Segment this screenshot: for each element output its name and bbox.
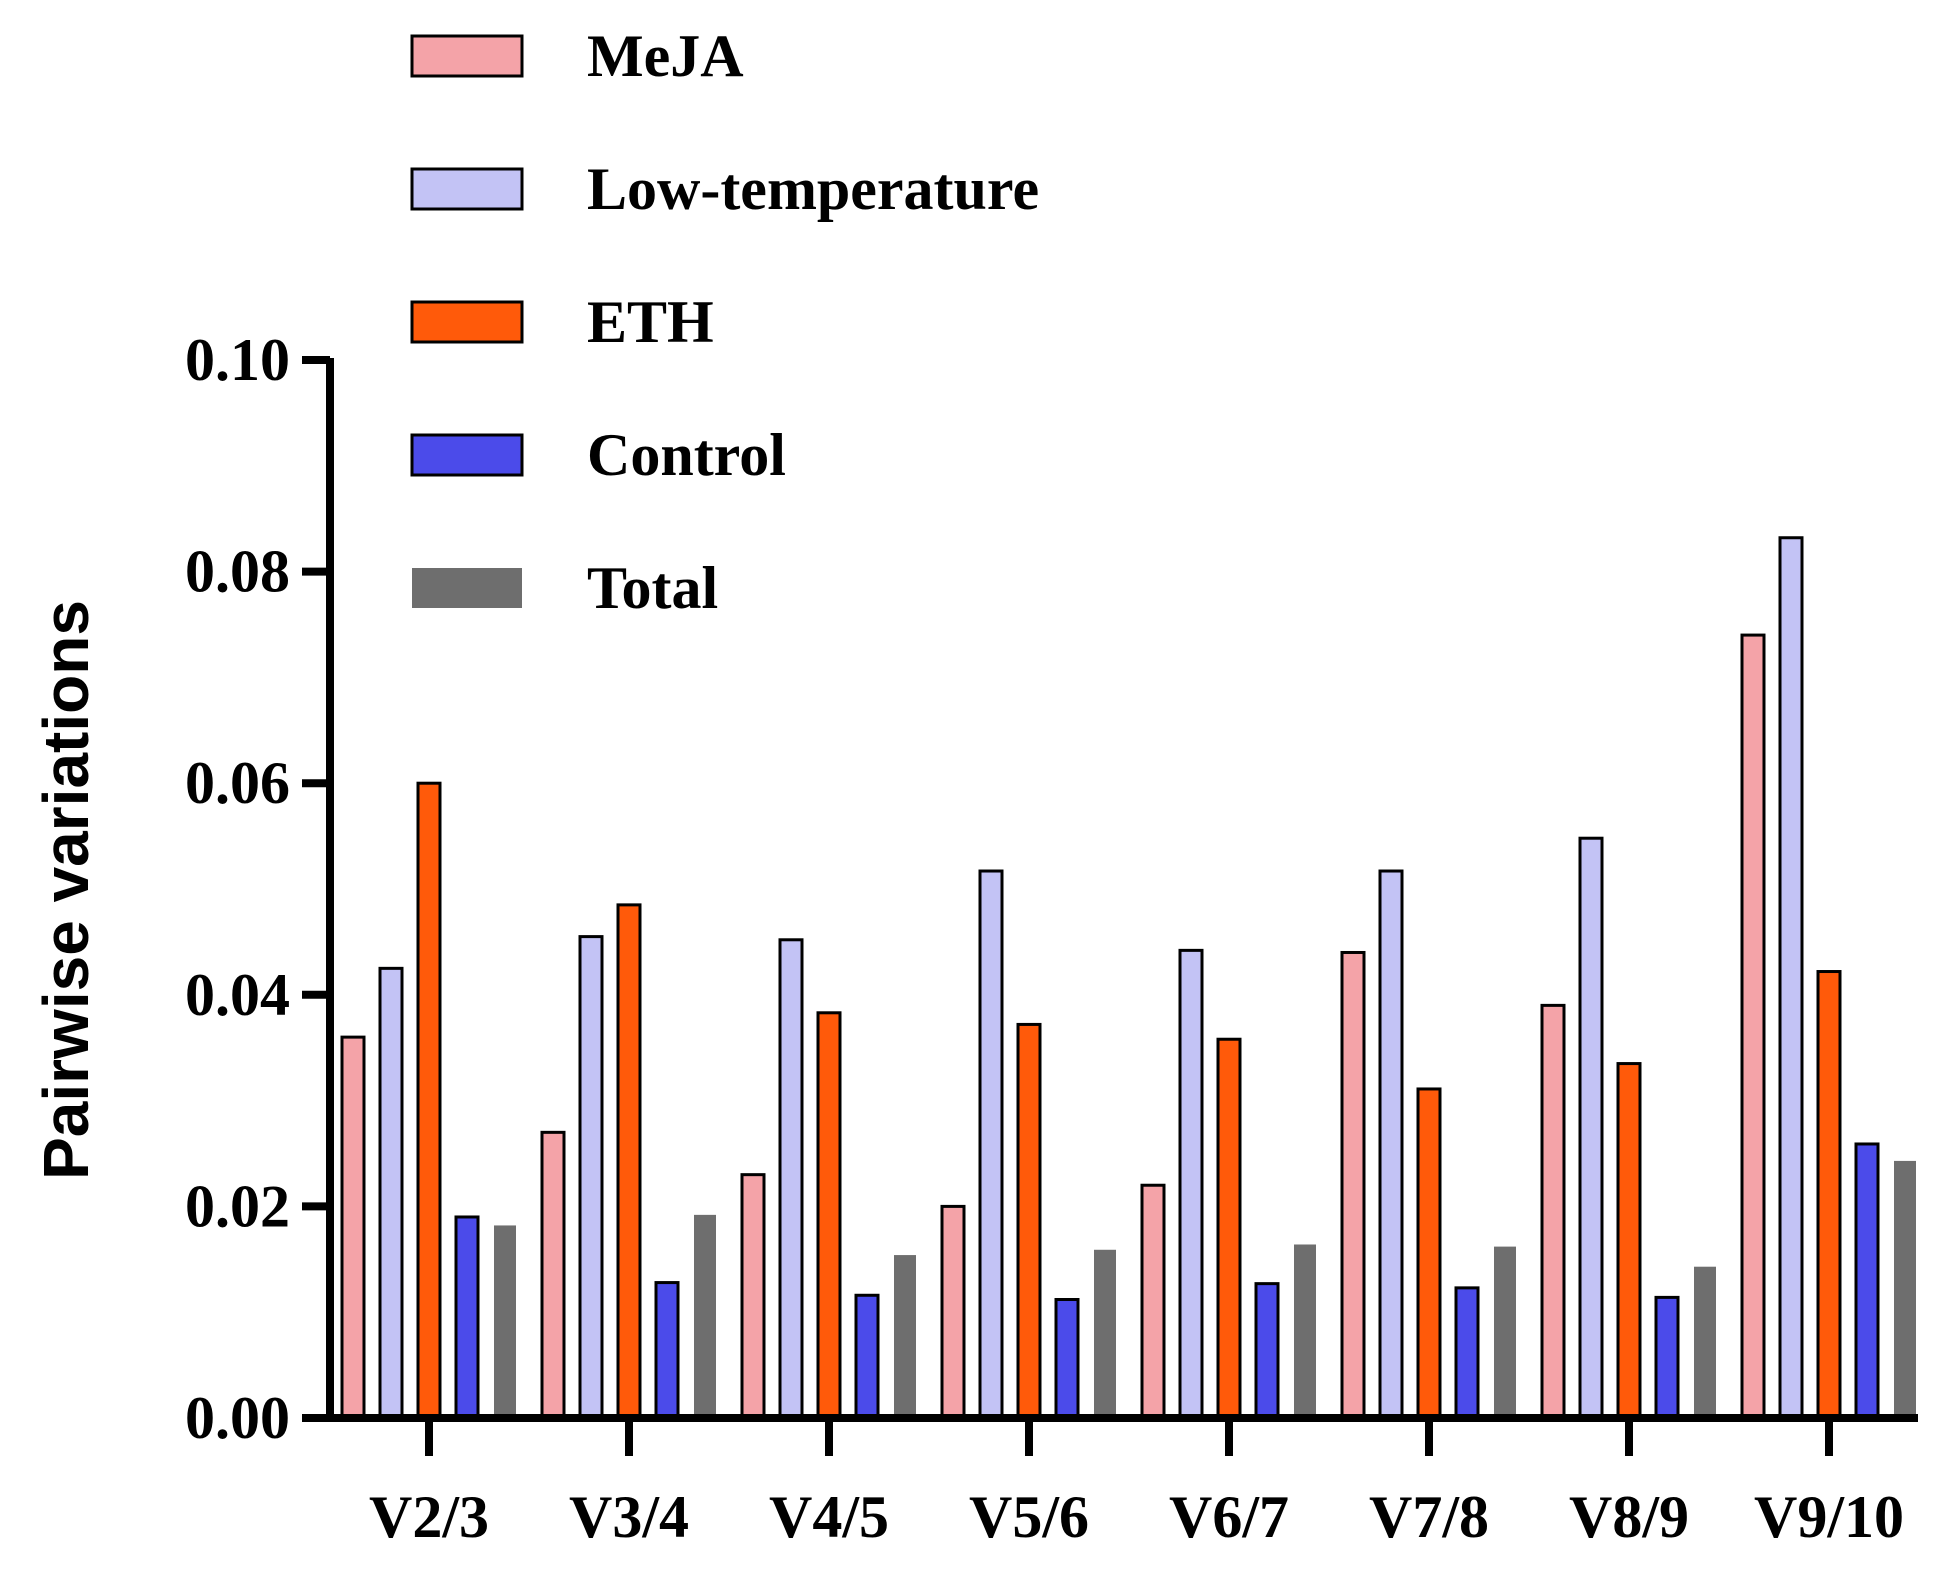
bar-eth-v5-6 — [1016, 1022, 1042, 1420]
y-tick-label: 0.04 — [185, 962, 290, 1028]
bar-low-temperature-v5-6 — [978, 869, 1004, 1420]
x-tick-label: V6/7 — [1169, 1484, 1289, 1550]
x-tick-label: V5/6 — [969, 1484, 1089, 1550]
bar-eth-v3-4 — [616, 903, 642, 1420]
bar-control-v5-6 — [1054, 1298, 1080, 1420]
legend-label-low-temperature: Low-temperature — [587, 156, 1039, 222]
bar-control-v7-8 — [1454, 1286, 1480, 1420]
bar-control-v3-4 — [654, 1281, 680, 1420]
x-tick-label: V8/9 — [1569, 1484, 1689, 1550]
bar-meja-v9-10 — [1740, 633, 1766, 1420]
bar-total-v5-6 — [1094, 1249, 1116, 1418]
bar-total-v6-7 — [1294, 1244, 1316, 1418]
bar-meja-v2-3 — [340, 1035, 366, 1420]
bar-control-v9-10 — [1854, 1142, 1880, 1420]
bar-control-v8-9 — [1654, 1295, 1680, 1420]
legend-swatch-eth — [410, 300, 524, 344]
bar-eth-v7-8 — [1416, 1087, 1442, 1420]
bar-total-v8-9 — [1694, 1266, 1716, 1418]
x-tick-label: V3/4 — [569, 1484, 689, 1550]
bar-meja-v8-9 — [1540, 1003, 1566, 1420]
bar-eth-v6-7 — [1216, 1037, 1242, 1420]
legend-swatch-total — [412, 568, 522, 608]
y-axis-label: Pairwise variations — [30, 600, 102, 1180]
y-tick-label: 0.06 — [185, 750, 290, 816]
legend-swatch-control — [410, 433, 524, 477]
bars — [340, 536, 1916, 1420]
bar-meja-v6-7 — [1140, 1183, 1166, 1420]
bar-meja-v3-4 — [540, 1130, 566, 1420]
legend-label-eth: ETH — [587, 289, 714, 355]
bar-total-v9-10 — [1894, 1160, 1916, 1418]
bar-eth-v2-3 — [416, 781, 442, 1420]
bar-low-temperature-v3-4 — [578, 935, 604, 1420]
bar-low-temperature-v7-8 — [1378, 869, 1404, 1420]
bar-meja-v4-5 — [740, 1173, 766, 1420]
legend-swatch-low-temperature — [410, 167, 524, 211]
y-tick-label: 0.10 — [185, 327, 290, 393]
x-tick-label: V7/8 — [1369, 1484, 1489, 1550]
legend-label-control: Control — [587, 422, 786, 488]
bar-meja-v7-8 — [1340, 950, 1366, 1420]
bar-meja-v5-6 — [940, 1204, 966, 1420]
bar-total-v7-8 — [1494, 1246, 1516, 1418]
bar-low-temperature-v4-5 — [778, 938, 804, 1420]
y-tick-label: 0.08 — [185, 539, 290, 605]
legend: MeJA Low-temperature ETH Control Total — [410, 23, 1039, 621]
bar-control-v6-7 — [1254, 1282, 1280, 1420]
bar-control-v2-3 — [454, 1215, 480, 1420]
bar-eth-v9-10 — [1816, 970, 1842, 1420]
bar-total-v2-3 — [494, 1225, 516, 1418]
x-tick-label: V2/3 — [369, 1484, 489, 1550]
bar-total-v4-5 — [894, 1255, 916, 1418]
bar-low-temperature-v2-3 — [378, 966, 404, 1420]
bar-low-temperature-v8-9 — [1578, 836, 1604, 1420]
legend-label-meja: MeJA — [587, 23, 744, 89]
legend-label-total: Total — [587, 555, 718, 621]
bar-eth-v8-9 — [1616, 1062, 1642, 1420]
y-tick-label: 0.00 — [185, 1385, 290, 1451]
bar-control-v4-5 — [854, 1293, 880, 1420]
x-tick-label: V9/10 — [1754, 1484, 1904, 1550]
bar-low-temperature-v6-7 — [1178, 948, 1204, 1420]
bar-total-v3-4 — [694, 1214, 716, 1418]
y-tick-label: 0.02 — [185, 1173, 290, 1239]
bar-eth-v4-5 — [816, 1011, 842, 1420]
bar-low-temperature-v9-10 — [1778, 536, 1804, 1420]
x-tick-label: V4/5 — [769, 1484, 889, 1550]
legend-swatch-meja — [410, 34, 524, 78]
axes: 0.00 0.02 0.04 0.06 0.08 0.10 V2/3 V3/4 V4/5 V5/6… — [185, 327, 1918, 1550]
